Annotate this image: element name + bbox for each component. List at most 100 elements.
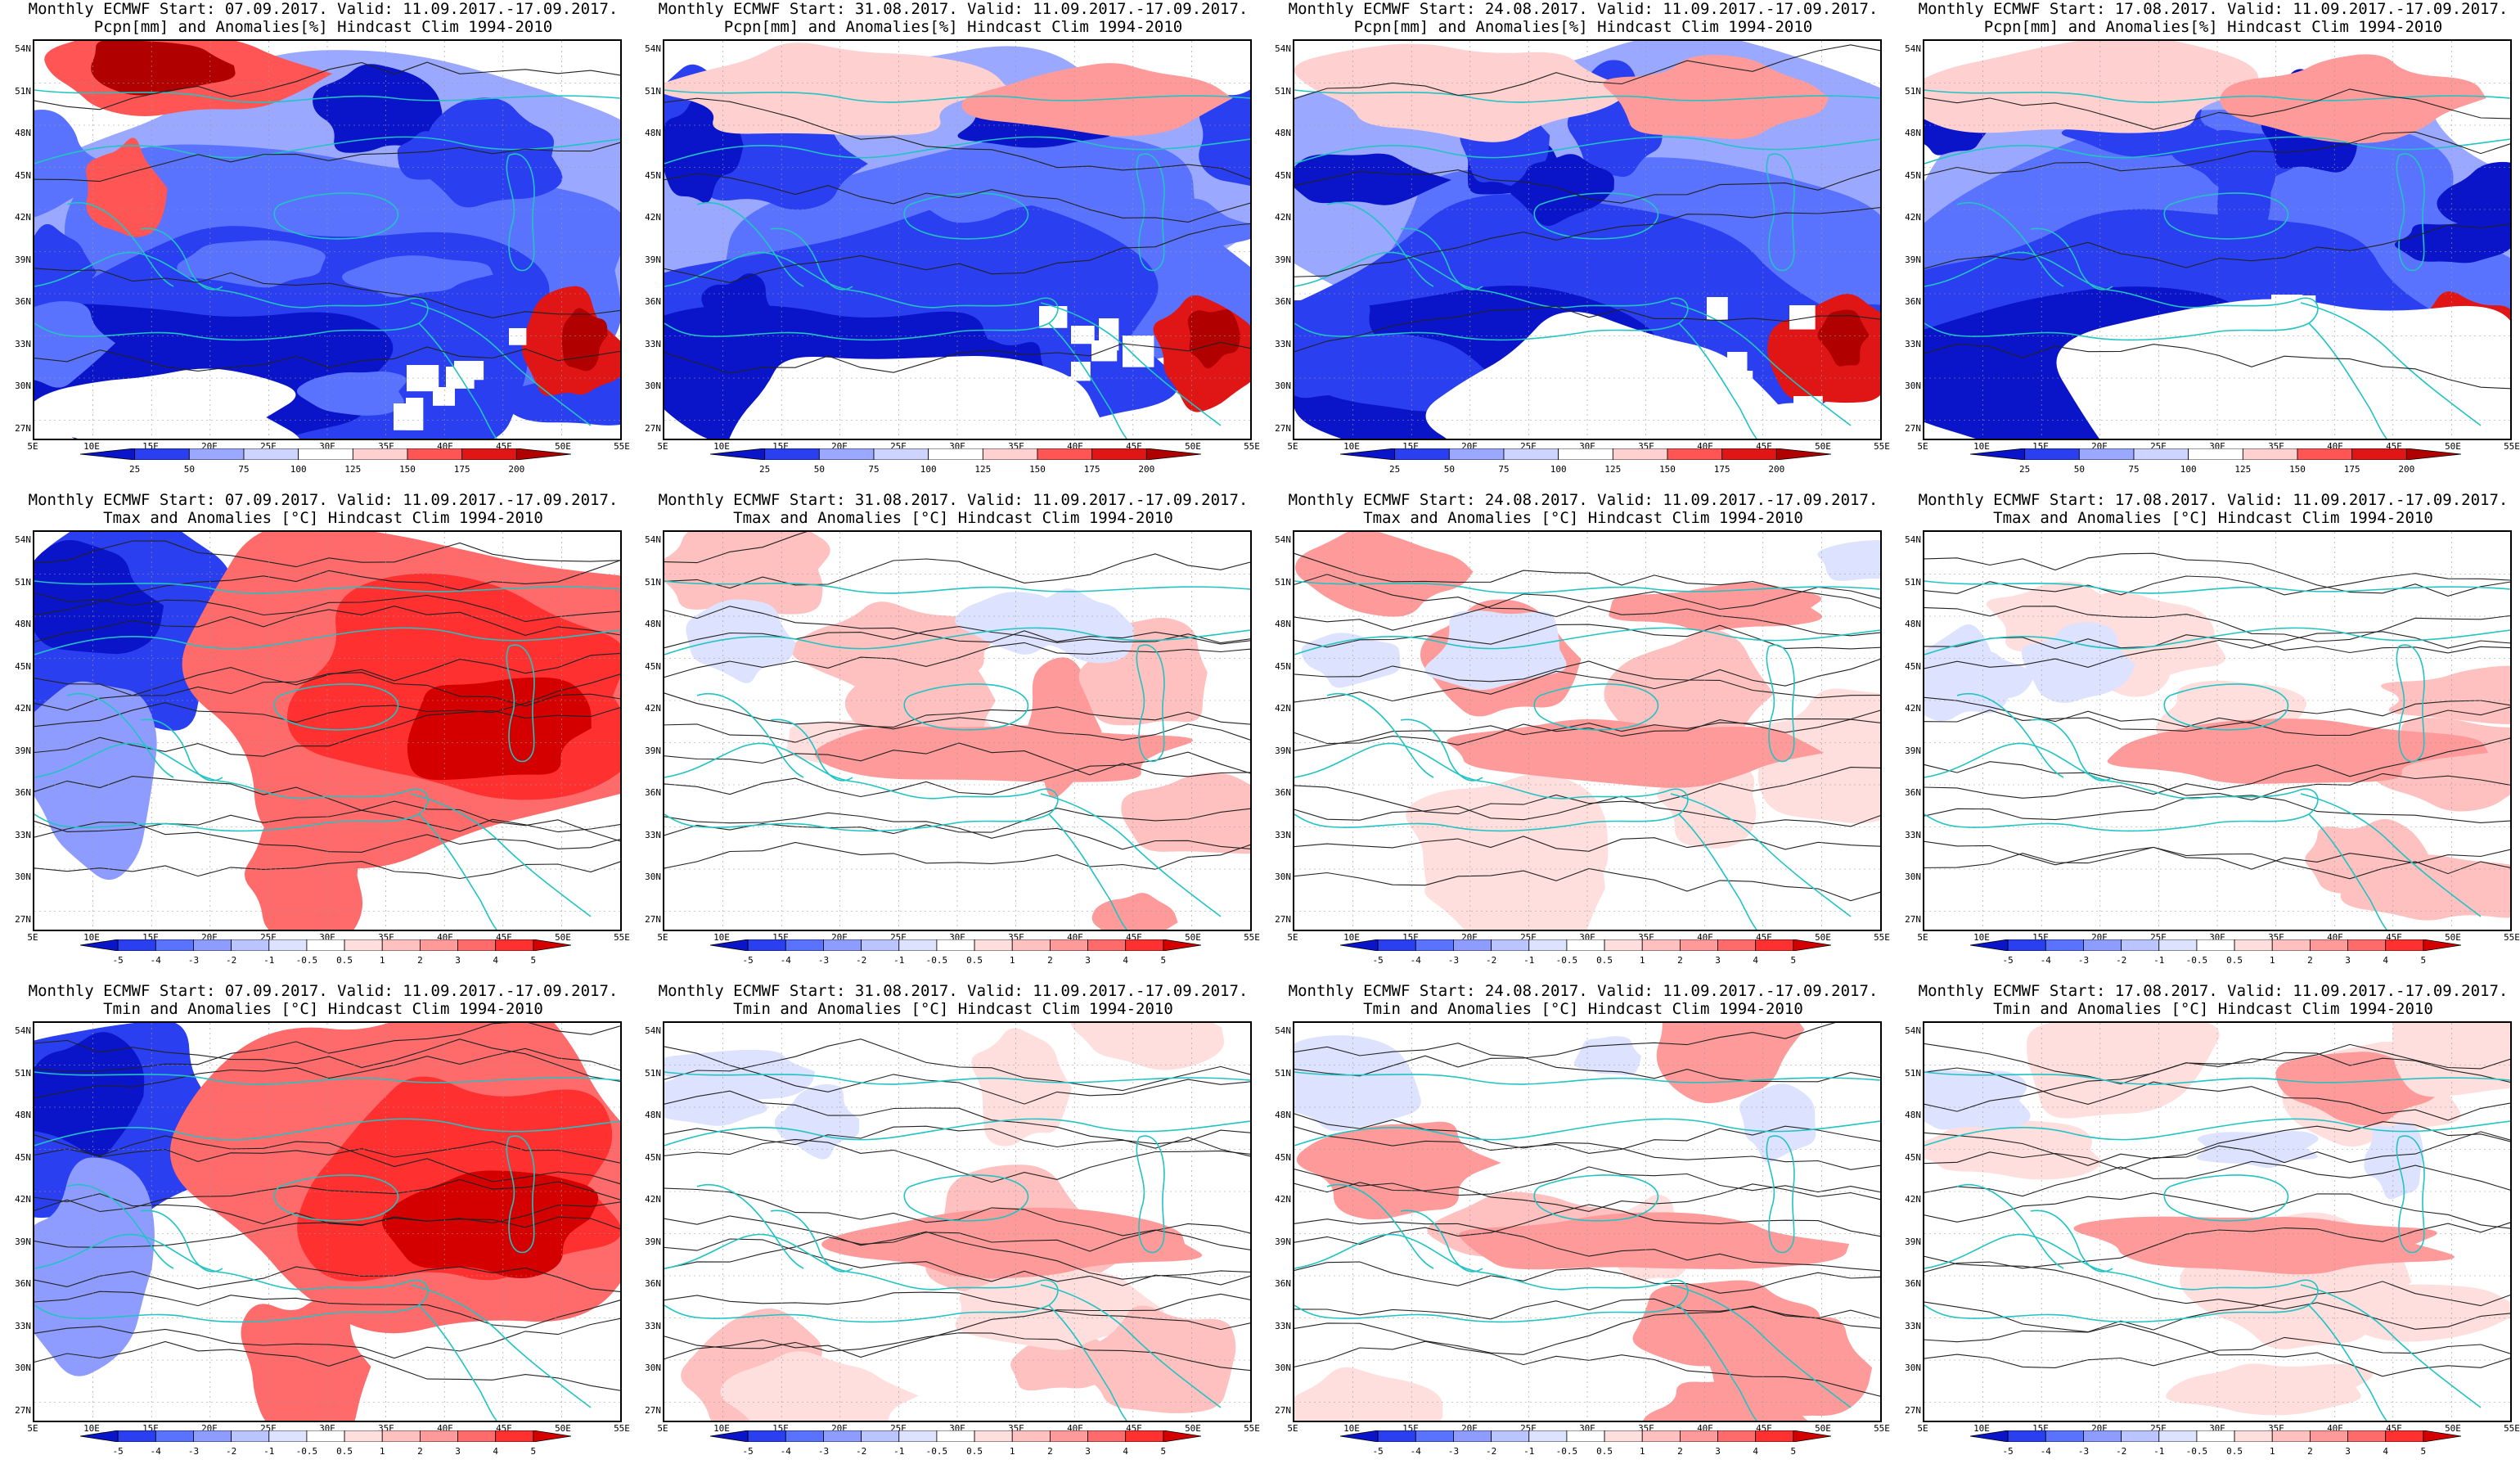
coastline — [140, 1209, 223, 1273]
colorbar-swatch — [2045, 939, 2084, 951]
no-data-cell — [1071, 362, 1091, 381]
lat-tick-label: 36N — [1275, 296, 1291, 307]
colorbar-tick-label: -4 — [780, 955, 791, 966]
anomaly-area — [1937, 651, 2035, 702]
anomaly-area — [407, 677, 592, 781]
no-data-cell — [1732, 371, 1753, 388]
contour-line — [1294, 767, 1880, 815]
anomaly-area — [664, 532, 830, 615]
contour-line — [1294, 1182, 1880, 1212]
panel-title: Monthly ECMWF Start: 24.08.2017. Valid: … — [1288, 982, 1879, 1000]
map-panel-tmax-2: Monthly ECMWF Start: 31.08.2017. Valid: … — [638, 491, 1268, 982]
coastline — [664, 1233, 1059, 1323]
contour-line — [1924, 1323, 2510, 1377]
lon-tick-label: 10E — [713, 441, 730, 452]
coastline — [1533, 1174, 1659, 1222]
anomaly-map — [664, 532, 1250, 930]
map-panel-tmax-4: Monthly ECMWF Start: 17.08.2017. Valid: … — [1898, 491, 2520, 982]
coastline — [1924, 136, 2510, 164]
colorbar-swatch — [419, 939, 458, 951]
colorbar-swatch — [117, 939, 156, 951]
colorbar-swatch — [80, 939, 119, 951]
map-panel-tmin-4: Monthly ECMWF Start: 17.08.2017. Valid: … — [1898, 982, 2520, 1473]
coastline — [2163, 192, 2289, 240]
lon-tick-label: 10E — [1343, 441, 1360, 452]
colorbar-swatch — [1377, 939, 1416, 951]
lat-tick-label: 54N — [1275, 1025, 1291, 1036]
lon-tick-label: 10E — [1343, 1423, 1360, 1434]
colorbar-swatch — [1566, 939, 1605, 951]
colorbar-tick-label: -4 — [150, 955, 161, 966]
coastline — [1678, 1304, 1757, 1421]
coastline — [34, 627, 620, 655]
map-frame — [1293, 530, 1882, 931]
panel-subtitle: Tmax and Anomalies [°C] Hindcast Clim 19… — [1993, 509, 2433, 527]
coastline — [1956, 1184, 2064, 1269]
colorbar-tick-label: 5 — [2420, 1446, 2427, 1457]
coastline — [770, 1209, 853, 1273]
coastline — [1326, 1184, 1434, 1269]
anomaly-area — [971, 1028, 1073, 1146]
coastline — [418, 322, 497, 439]
contour-line — [664, 642, 1250, 678]
contour-line — [34, 1340, 620, 1391]
coastline — [1040, 302, 1222, 426]
colorbar-swatch — [1775, 448, 1831, 460]
anomaly-area — [1187, 309, 1240, 369]
no-data-cell — [2426, 313, 2456, 341]
colorbar-tick-label: 100 — [290, 464, 307, 475]
lat-tick-label: 27N — [1905, 1404, 1921, 1416]
colorbar-swatch — [193, 1430, 232, 1442]
colorbar-swatch — [495, 1430, 534, 1442]
colorbar-tick-label: -1 — [2153, 955, 2165, 966]
colorbar-tick-label: 50 — [183, 464, 195, 475]
lon-tick-label: 10E — [83, 932, 100, 943]
colorbar-swatch — [407, 448, 463, 460]
colorbar-tick-label: -2 — [855, 955, 867, 966]
coastline — [2396, 644, 2425, 763]
colorbar-swatch — [1011, 939, 1051, 951]
lat-tick-label: 27N — [1275, 1404, 1291, 1416]
colorbar-tick-label: 50 — [813, 464, 825, 475]
lat-tick-label: 51N — [1905, 1067, 1921, 1079]
colorbar-tick-label: -0.5 — [295, 1446, 318, 1457]
no-data-cell — [2401, 327, 2423, 349]
colorbar-swatch — [1163, 1430, 1201, 1442]
colorbar-tick-label: 0.5 — [1596, 955, 1613, 966]
anomaly-area — [1458, 1212, 1850, 1270]
lon-tick-label: 5E — [1287, 1423, 1298, 1434]
colorbar-swatch — [823, 1430, 862, 1442]
map-frame — [33, 530, 622, 931]
colorbar-swatch — [1566, 1430, 1605, 1442]
colorbar-swatch — [1612, 448, 1668, 460]
colorbar-swatch — [2385, 1430, 2424, 1442]
colorbar — [1970, 939, 2461, 951]
colorbar-tick-label: 25 — [129, 464, 141, 475]
lat-tick-label: 36N — [1905, 1278, 1921, 1289]
coastline — [664, 627, 1250, 655]
colorbar-tick-label: 5 — [1160, 955, 1167, 966]
anomaly-map — [1294, 1023, 1880, 1421]
colorbar-tick-label: 1 — [2269, 1446, 2275, 1457]
contour-line — [1924, 1255, 2510, 1330]
coastline — [1924, 627, 2510, 655]
anomaly-area — [1924, 1119, 2101, 1180]
lon-tick-label: 50E — [555, 441, 571, 452]
lat-tick-label: 45N — [1275, 1151, 1291, 1163]
contour-line — [1294, 1113, 1880, 1170]
lat-tick-label: 39N — [1275, 254, 1291, 265]
colorbar-swatch — [861, 1430, 900, 1442]
lon-tick-label: 55E — [2504, 441, 2520, 452]
colorbar-swatch — [134, 448, 190, 460]
anomaly-area — [1632, 1280, 1824, 1367]
lat-tick-label: 27N — [645, 1404, 661, 1416]
colorbar-swatch — [2271, 1430, 2311, 1442]
lat-tick-label: 30N — [645, 1363, 661, 1373]
colorbar-tick-label: 100 — [920, 464, 937, 475]
colorbar-swatch — [982, 448, 1038, 460]
contour-line — [1924, 223, 2510, 269]
coastline — [1048, 813, 1127, 930]
lat-tick-label: 36N — [645, 787, 661, 798]
colorbar-swatch — [2351, 448, 2407, 460]
lat-tick-label: 48N — [1275, 619, 1291, 629]
